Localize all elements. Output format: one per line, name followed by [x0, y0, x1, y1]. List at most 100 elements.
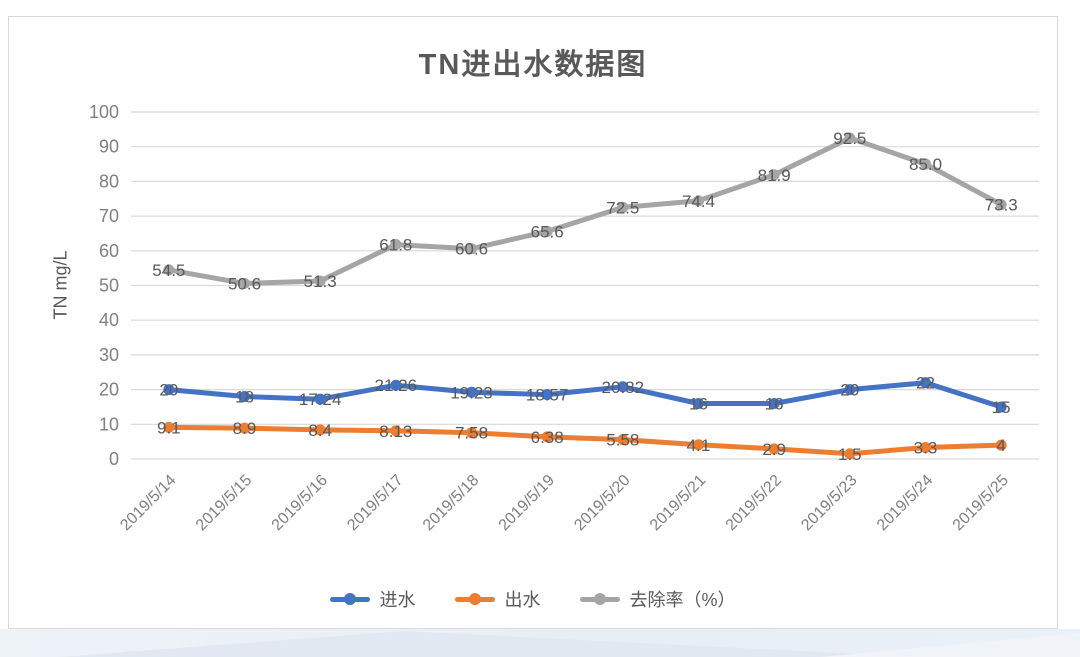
x-tick-label: 2019/5/21	[647, 472, 709, 534]
outflow-data-label: 6.38	[531, 428, 564, 447]
plot-area: 0 10 20 30 40 50 60 70 80 90 100 2019/5/14 2019/5/15…	[89, 102, 1039, 534]
removal-rate-data-label: 61.8	[379, 236, 412, 255]
inflow-data-label: 20	[840, 381, 859, 400]
inflow-data-label: 17.24	[299, 390, 342, 409]
outflow-marker	[541, 431, 553, 443]
legend-dot-removal-rate	[594, 593, 607, 605]
inflow-marker	[239, 391, 250, 403]
legend-marker-removal-rate	[580, 593, 621, 605]
inflow-marker	[617, 381, 629, 393]
chart-title: TN进出水数据图	[418, 49, 648, 81]
removal-rate-marker	[693, 195, 704, 207]
removal-rate-marker	[844, 132, 856, 144]
outflow-data-label: 9.1	[157, 418, 181, 437]
removal-rate-marker	[390, 239, 402, 251]
legend-label-outflow: 出水	[504, 590, 541, 610]
inflow-marker	[314, 393, 326, 405]
x-tick-label: 2019/5/24	[874, 472, 936, 534]
x-tick-label: 2019/5/16	[269, 472, 331, 534]
x-tick-label: 2019/5/19	[496, 472, 558, 534]
y-tick-label: 0	[109, 449, 119, 469]
inflow-data-label: 16	[689, 394, 708, 413]
y-tick-label: 10	[99, 414, 119, 434]
x-tick-label: 2019/5/25	[950, 472, 1012, 534]
y-tick-label: 90	[99, 137, 119, 157]
outflow-marker	[617, 434, 629, 446]
inflow-data-label: 19.23	[450, 383, 493, 402]
removal-rate-data-label: 72.5	[606, 198, 639, 217]
removal-rate-data-label: 73.3	[985, 196, 1018, 215]
y-tick-label: 50	[99, 276, 119, 296]
legend-label-removal-rate: 去除率（%）	[629, 590, 736, 610]
outflow-marker	[693, 439, 704, 451]
outflow-data-label: 1.5	[838, 445, 862, 464]
legend-dot-inflow	[344, 593, 357, 605]
removal-rate-marker	[768, 169, 780, 181]
removal-rate-data-label: 74.4	[682, 192, 715, 211]
outflow-marker	[314, 424, 326, 436]
x-tick-label: 2019/5/18	[420, 472, 482, 534]
inflow-marker	[693, 397, 704, 409]
outflow-marker	[466, 427, 477, 439]
removal-rate-line	[166, 135, 1004, 286]
x-tick-label: 2019/5/23	[798, 472, 860, 534]
outflow-data-label: 8.13	[379, 422, 412, 441]
removal-rate-data-label: 60.6	[455, 240, 488, 259]
inflow-data-label: 22	[916, 374, 935, 393]
legend-item-inflow: 进水	[330, 586, 415, 612]
background-shape	[60, 631, 920, 657]
y-tick-label: 80	[99, 171, 119, 191]
inflow-data-label: 20.82	[602, 378, 645, 397]
outflow-data-label: 5.58	[606, 431, 639, 450]
removal-rate-marker	[466, 243, 477, 255]
outflow-data-label: 4	[996, 436, 1005, 455]
outflow-line	[166, 424, 1004, 457]
outflow-data-label: 3.3	[914, 439, 938, 458]
legend: 进水 出水 去除率（%）	[9, 586, 1057, 612]
outflow-data-label: 7.58	[455, 424, 488, 443]
inflow-marker	[466, 386, 477, 398]
inflow-data-label: 20	[159, 381, 178, 400]
y-tick-label: 60	[99, 241, 119, 261]
inflow-data-label: 15	[992, 398, 1011, 417]
x-tick-label: 2019/5/20	[571, 472, 633, 534]
y-tick-label: 70	[99, 206, 119, 226]
outflow-marker	[239, 422, 250, 434]
outflow-marker	[390, 425, 402, 437]
inflow-data-label: 16	[765, 394, 784, 413]
background-decoration	[0, 629, 1080, 657]
outflow-marker	[920, 442, 931, 454]
inflow-marker	[390, 379, 402, 391]
inflow-marker	[541, 389, 553, 401]
inflow-marker	[163, 384, 175, 396]
y-axis-title: TN mg/L	[50, 250, 71, 320]
y-tick-label: 30	[99, 345, 119, 365]
x-tick-label: 2019/5/22	[723, 472, 785, 534]
background-shape	[820, 633, 1080, 657]
legend-label-inflow: 进水	[379, 590, 416, 610]
legend-marker-inflow	[330, 593, 371, 605]
inflow-marker	[995, 401, 1007, 413]
inflow-data-label: 18.57	[526, 386, 569, 405]
removal-rate-data-label: 65.6	[531, 222, 564, 241]
x-tick-label: 2019/5/15	[193, 472, 255, 534]
removal-rate-marker	[239, 277, 250, 289]
removal-rate-data-label: 85.0	[909, 155, 942, 174]
removal-rate-marker	[617, 201, 629, 213]
outflow-marker	[995, 439, 1007, 451]
legend-item-removal-rate: 去除率（%）	[580, 586, 736, 612]
removal-rate-marker	[314, 275, 326, 287]
inflow-marker	[844, 384, 856, 396]
removal-rate-data-label: 51.3	[304, 272, 337, 291]
inflow-data-label: 18	[235, 388, 254, 407]
inflow-line	[166, 380, 1004, 410]
x-tick-label: 2019/5/17	[344, 472, 406, 534]
removal-rate-marker	[541, 225, 553, 237]
outflow-data-label: 2.9	[762, 440, 786, 459]
removal-rate-data-label: 54.5	[152, 261, 185, 280]
removal-rate-data-label: 81.9	[758, 166, 791, 185]
x-tick-label: 2019/5/14	[117, 472, 179, 534]
legend-marker-outflow	[455, 593, 496, 605]
chart-panel: 0 10 20 30 40 50 60 70 80 90 100 2019/5/14 2019/5/15…	[8, 16, 1058, 629]
